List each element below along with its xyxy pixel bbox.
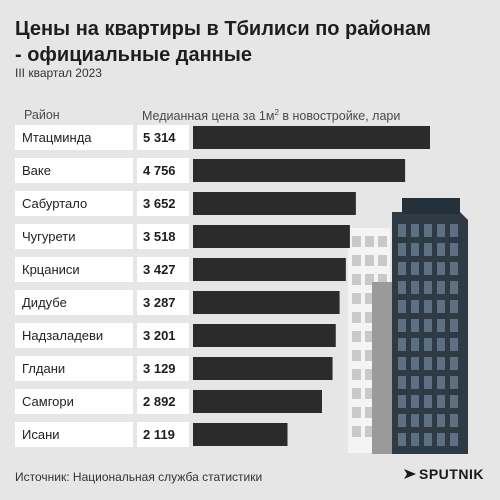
bar	[193, 258, 346, 281]
value-label-bg	[137, 356, 189, 381]
value-label: 5 314	[143, 130, 176, 145]
bar-row: Глдани 3 129	[15, 356, 333, 381]
column-header-price-sup: 2	[274, 108, 279, 117]
column-header-district: Район	[24, 108, 60, 122]
bar	[193, 357, 333, 380]
source-note: Источник: Национальная служба статистики	[15, 470, 263, 484]
category-label: Дидубе	[22, 295, 67, 310]
bar	[193, 126, 430, 149]
value-label: 3 129	[143, 361, 176, 376]
bar-row: Крцаниси 3 427	[15, 257, 346, 282]
value-label: 2 119	[143, 427, 175, 442]
category-label-bg	[15, 191, 133, 216]
bar-row: Исани 2 119	[15, 422, 288, 447]
value-label: 2 892	[143, 394, 176, 409]
category-label-bg	[15, 356, 133, 381]
bar-row: Надзаладеви 3 201	[15, 323, 336, 348]
sputnik-logo-text: SPUTNIK	[419, 466, 484, 482]
category-label-bg	[15, 323, 133, 348]
category-label-bg	[15, 290, 133, 315]
bar	[193, 291, 340, 314]
bar-rows: Мтацминда 5 314 Ваке 4 756 Сабуртало 3 652 Чуг…	[15, 125, 430, 447]
category-label: Исани	[22, 427, 60, 442]
category-label-bg	[15, 257, 133, 282]
column-header-price: Медианная цена за 1м2 в новостройке, лар…	[142, 108, 400, 123]
bar-row: Чугурети 3 518	[15, 224, 350, 249]
sputnik-logo-icon	[404, 469, 416, 479]
category-label: Ваке	[22, 163, 51, 178]
value-label: 3 518	[143, 229, 176, 244]
chart-title: Цены на квартиры в Тбилиси по районам - …	[15, 18, 431, 66]
bar	[193, 192, 356, 215]
column-header-price-text: Медианная цена за 1м	[142, 109, 275, 124]
bar	[193, 390, 322, 413]
category-label: Мтацминда	[22, 130, 92, 145]
value-label-bg	[137, 422, 189, 447]
value-label-bg	[137, 389, 189, 414]
value-label: 3 652	[143, 196, 176, 211]
category-label: Сабуртало	[22, 196, 87, 211]
category-label: Самгори	[22, 394, 74, 409]
buildings-illustration	[348, 198, 468, 454]
bar-row: Мтацминда 5 314	[15, 125, 430, 150]
column-header-price-suffix: в новостройке, лари	[278, 109, 401, 124]
bar-row: Сабуртало 3 652	[15, 191, 356, 216]
category-label-bg	[15, 158, 133, 183]
value-label-bg	[137, 224, 189, 249]
value-label: 4 756	[143, 163, 176, 178]
chart-subtitle: III квартал 2023	[15, 66, 102, 80]
category-label: Глдани	[22, 361, 65, 376]
bar-row: Ваке 4 756	[15, 158, 406, 183]
bar	[193, 423, 288, 446]
bar	[193, 324, 336, 347]
value-label-bg	[137, 290, 189, 315]
bar-row: Самгори 2 892	[15, 389, 322, 414]
sputnik-logo: SPUTNIK	[403, 466, 484, 482]
category-label-bg	[15, 389, 133, 414]
category-label: Надзаладеви	[22, 328, 103, 343]
bar-row: Дидубе 3 287	[15, 290, 340, 315]
category-label-bg	[15, 125, 133, 150]
category-label: Чугурети	[22, 229, 76, 244]
value-label-bg	[137, 158, 189, 183]
category-label: Крцаниси	[22, 262, 80, 277]
value-label-bg	[137, 125, 189, 150]
value-label-bg	[137, 257, 189, 282]
category-label-bg	[15, 422, 133, 447]
value-label: 3 427	[143, 262, 176, 277]
value-label-bg	[137, 191, 189, 216]
bar	[193, 159, 406, 182]
category-label-bg	[15, 224, 133, 249]
value-label-bg	[137, 323, 189, 348]
value-label: 3 201	[143, 328, 176, 343]
bar	[193, 225, 350, 248]
value-label: 3 287	[143, 295, 176, 310]
building-dark	[392, 198, 468, 454]
